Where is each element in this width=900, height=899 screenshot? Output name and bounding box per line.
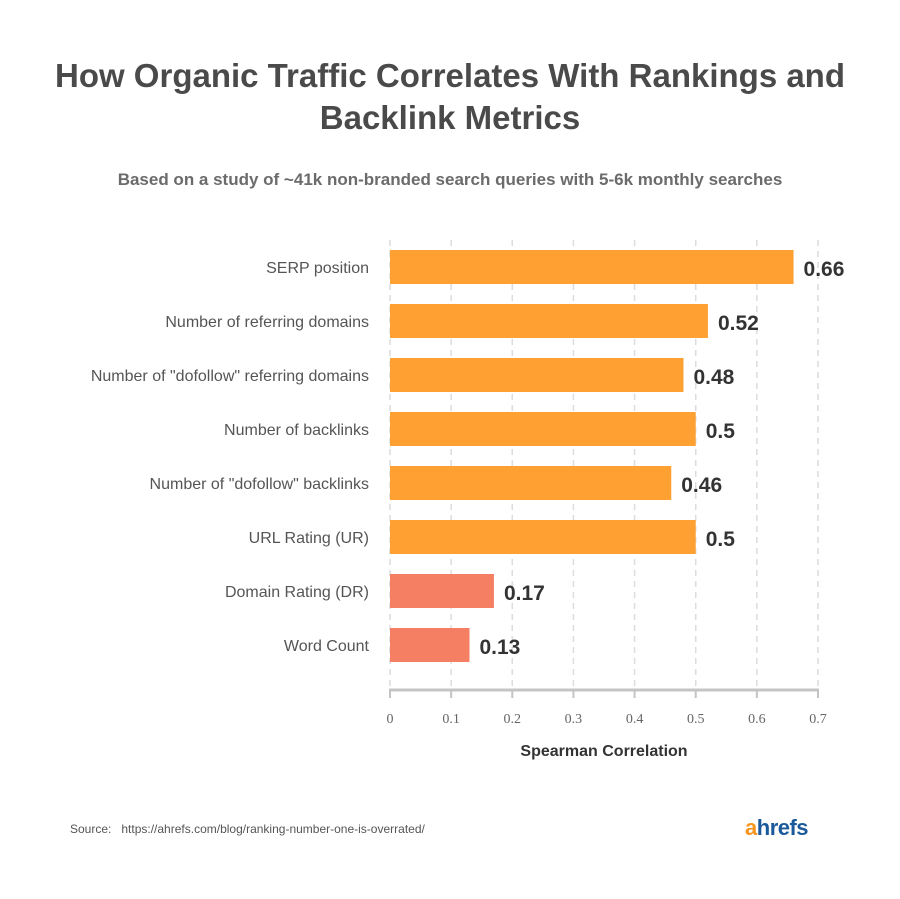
bar <box>390 304 708 338</box>
x-tick-label: 0.5 <box>687 712 705 727</box>
x-axis-label: Spearman Correlation <box>520 743 687 760</box>
chart-title: How Organic Traffic Correlates With Rank… <box>54 57 846 136</box>
x-tick-label: 0.7 <box>809 712 827 727</box>
category-label: Domain Rating (DR) <box>225 584 369 601</box>
data-label: 0.52 <box>718 312 759 335</box>
category-label: Number of "dofollow" backlinks <box>150 476 369 493</box>
x-tick-label: 0.4 <box>626 712 644 727</box>
source-note: Source: https://ahrefs.com/blog/ranking-n… <box>70 822 425 836</box>
source-url[interactable]: https://ahrefs.com/blog/ranking-number-o… <box>121 822 425 836</box>
category-label: Word Count <box>284 638 370 655</box>
data-label: 0.17 <box>504 582 545 605</box>
x-tick-label: 0.3 <box>565 712 583 727</box>
bar <box>390 574 494 608</box>
bar <box>390 250 794 284</box>
category-label: Number of backlinks <box>224 422 369 439</box>
bar <box>390 466 672 500</box>
data-label: 0.5 <box>706 420 736 443</box>
category-label: Number of "dofollow" referring domains <box>91 368 369 385</box>
bar <box>390 412 696 446</box>
chart-subtitle: Based on a study of ~41k non-branded sea… <box>117 170 783 189</box>
category-label: Number of referring domains <box>165 314 369 331</box>
bar <box>390 520 696 554</box>
bar <box>390 628 470 662</box>
source-label: Source: <box>70 822 112 836</box>
data-label: 0.5 <box>706 528 736 551</box>
data-label: 0.48 <box>693 366 734 389</box>
x-tick-label: 0.6 <box>748 712 766 727</box>
category-label: SERP position <box>266 260 369 277</box>
bar-chart: 0 0.1 0.2 0.3 0.4 0.5 0.6 0.7 SERP position 0.66 N… <box>91 240 845 760</box>
data-label: 0.46 <box>681 474 722 497</box>
x-tick-label: 0.2 <box>504 712 522 727</box>
ahrefs-logo: ahrefs <box>745 815 809 840</box>
x-tick-label: 0 <box>387 712 394 727</box>
category-label: URL Rating (UR) <box>249 530 369 547</box>
bar <box>390 358 684 392</box>
x-tick-label: 0.1 <box>442 712 460 727</box>
data-label: 0.13 <box>479 636 520 659</box>
data-label: 0.66 <box>804 258 845 281</box>
